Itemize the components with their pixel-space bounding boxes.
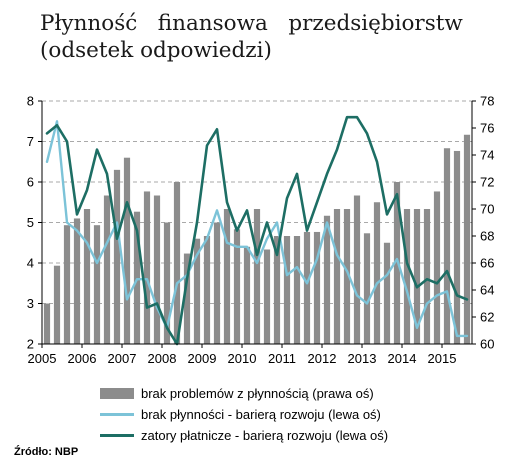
right-tick-label-5: 70 <box>480 202 494 217</box>
left-tick-label-5: 7 <box>27 134 34 149</box>
bar-16 <box>203 236 211 344</box>
legend-item-light-line: brak płynności - barierą rozwoju (lewa o… <box>100 404 500 425</box>
right-tick-label-1: 62 <box>480 310 494 325</box>
x-tick-label-1: 2006 <box>68 351 97 366</box>
bar-13 <box>173 182 181 344</box>
bar-3 <box>73 218 81 344</box>
series-line-brak-plynnosci <box>45 120 469 338</box>
bar-9 <box>133 211 141 344</box>
left-tick-label-4: 6 <box>27 175 34 190</box>
right-tick-label-9: 78 <box>480 94 494 109</box>
left-tick-label-6: 8 <box>27 94 34 109</box>
bar-7 <box>113 169 121 344</box>
left-tick-label-1: 3 <box>27 296 34 311</box>
left-tick-label-2: 4 <box>27 256 34 271</box>
legend-label-dark-line: zatory płatnicze - barierą rozwoju (lewa… <box>141 428 389 443</box>
x-tick-label-0: 2005 <box>28 351 57 366</box>
left-tick-label-0: 2 <box>27 337 34 352</box>
bar-30 <box>343 209 351 344</box>
bar-12 <box>163 222 171 344</box>
chart-title-line-2: (odsetek odpowiedzi) <box>40 38 272 63</box>
bar-8 <box>123 157 131 344</box>
bar-15 <box>193 238 201 344</box>
legend-label-bars: brak problemów z płynnością (prawa oś) <box>141 386 374 401</box>
bar-36 <box>403 209 411 344</box>
right-tick-label-3: 66 <box>480 256 494 271</box>
legend-label-light-line: brak płynności - barierą rozwoju (lewa o… <box>141 407 381 422</box>
x-tick-label-9: 2014 <box>388 351 417 366</box>
bar-34 <box>383 242 391 344</box>
bar-24 <box>283 236 291 344</box>
legend-item-dark-line: zatory płatnicze - barierą rozwoju (lewa… <box>100 425 500 446</box>
bar-4 <box>83 209 91 344</box>
x-tick-label-4: 2009 <box>188 351 217 366</box>
bar-42 <box>463 134 471 344</box>
bar-37 <box>413 209 421 344</box>
bar-38 <box>423 209 431 344</box>
bar-40 <box>443 148 451 344</box>
x-tick-label-7: 2012 <box>308 351 337 366</box>
bar-32 <box>363 233 371 344</box>
bar-26 <box>303 231 311 344</box>
bar-28 <box>323 215 331 344</box>
bar-23 <box>273 236 281 344</box>
legend-swatch-light-line <box>100 413 134 416</box>
bar-27 <box>313 231 321 344</box>
legend-item-bars: brak problemów z płynnością (prawa oś) <box>100 383 500 404</box>
bar-39 <box>433 191 441 344</box>
x-tick-label-8: 2013 <box>348 351 377 366</box>
source-note: Źródło: NBP <box>14 446 79 458</box>
bar-33 <box>373 202 381 344</box>
bar-6 <box>103 195 111 344</box>
right-tick-label-7: 74 <box>480 148 494 163</box>
bar-1 <box>53 265 61 344</box>
bar-20 <box>243 246 251 344</box>
bar-19 <box>233 229 241 344</box>
legend-swatch-dark-line <box>100 434 134 437</box>
x-tick-label-10: 2015 <box>428 351 457 366</box>
x-tick-label-2: 2007 <box>108 351 137 366</box>
bar-41 <box>453 150 461 344</box>
bar-0 <box>43 303 51 344</box>
bar-2 <box>63 225 71 344</box>
bar-29 <box>333 209 341 344</box>
x-tick-label-5: 2010 <box>228 351 257 366</box>
bar-31 <box>353 195 361 344</box>
right-tick-label-0: 60 <box>480 337 494 352</box>
right-tick-label-2: 64 <box>480 283 494 298</box>
bar-22 <box>263 249 271 344</box>
right-tick-label-4: 68 <box>480 229 494 244</box>
bar-11 <box>153 195 161 344</box>
x-tick-label-3: 2008 <box>148 351 177 366</box>
left-tick-label-3: 5 <box>27 215 34 230</box>
legend: brak problemów z płynnością (prawa oś) b… <box>100 383 500 446</box>
legend-swatch-bars <box>100 388 134 399</box>
bar-25 <box>293 236 301 344</box>
chart-title-line-1: Płynność finansowa przedsiębiorstw <box>40 11 463 36</box>
series-line-zatory-platnicze <box>45 115 469 346</box>
right-tick-label-6: 72 <box>480 175 494 190</box>
bar-5 <box>93 225 101 344</box>
right-tick-label-8: 76 <box>480 121 494 136</box>
chart-title: Płynność finansowa przedsiębiorstw (odse… <box>40 10 510 64</box>
bar-10 <box>143 191 151 344</box>
bar-21 <box>253 209 261 344</box>
bar-17 <box>213 222 221 344</box>
x-tick-label-6: 2011 <box>268 351 296 366</box>
bar-14 <box>183 253 191 344</box>
bar-18 <box>223 209 231 344</box>
